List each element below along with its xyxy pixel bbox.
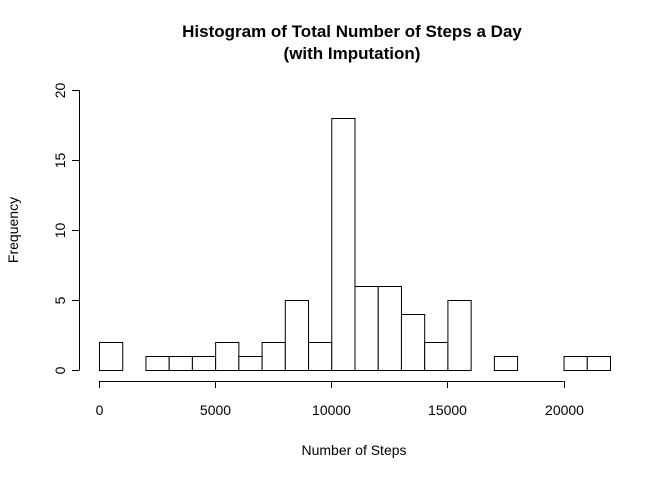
histogram-bar xyxy=(99,342,124,371)
histogram-bar xyxy=(284,300,310,371)
histogram-bars xyxy=(99,118,611,371)
x-tick-label: 20000 xyxy=(545,402,584,418)
histogram-bar xyxy=(331,118,356,371)
histogram-bar xyxy=(354,286,379,371)
histogram-bar xyxy=(215,342,240,371)
y-tick-label: 15 xyxy=(52,153,68,169)
y-tick-label: 10 xyxy=(52,223,68,239)
y-tick-label: 0 xyxy=(52,366,68,374)
histogram-bar xyxy=(400,314,426,371)
y-tick-label: 20 xyxy=(52,83,68,99)
histogram-bar xyxy=(168,356,193,371)
chart-subtitle: (with Imputation) xyxy=(284,44,421,63)
x-axis-label: Number of Steps xyxy=(301,442,406,458)
histogram-bar xyxy=(586,356,611,371)
y-axis: 0 5 10 15 20 xyxy=(52,83,80,374)
x-tick-label: 5000 xyxy=(200,402,231,418)
histogram-bar xyxy=(308,342,333,371)
histogram-bar xyxy=(424,342,449,371)
chart-title: Histogram of Total Number of Steps a Day xyxy=(182,22,522,41)
histogram-bar xyxy=(145,356,170,371)
x-tick-label: 0 xyxy=(96,402,104,418)
histogram-bar xyxy=(238,356,263,371)
x-tick-label: 15000 xyxy=(428,402,467,418)
x-axis: 0 5000 10000 15000 20000 xyxy=(96,381,584,418)
histogram-bar xyxy=(447,300,472,371)
histogram-bar xyxy=(563,356,588,371)
y-tick-label: 5 xyxy=(52,296,68,304)
histogram-bar xyxy=(377,286,402,371)
histogram-bar xyxy=(493,356,519,371)
histogram-bar xyxy=(191,356,217,371)
y-axis-label: Frequency xyxy=(5,197,21,263)
histogram-bar xyxy=(261,342,286,371)
x-tick-label: 10000 xyxy=(312,402,351,418)
